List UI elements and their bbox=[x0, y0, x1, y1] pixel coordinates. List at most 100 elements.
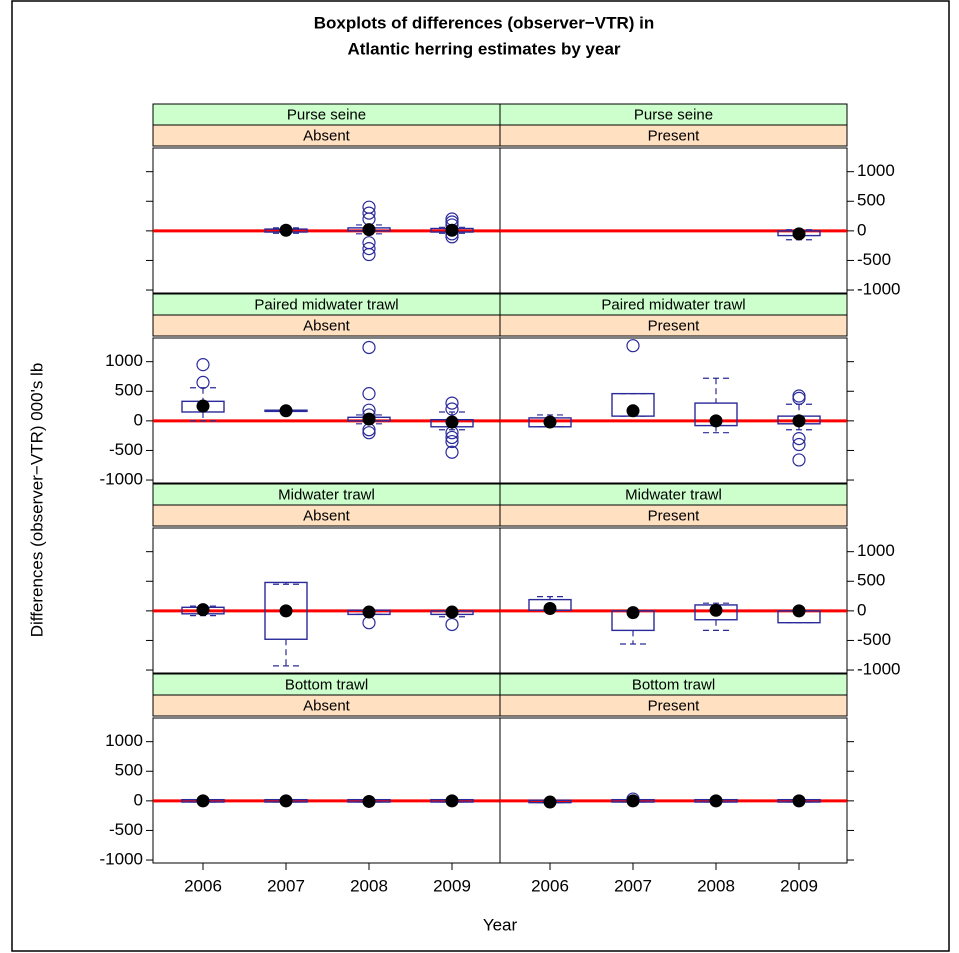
outlier bbox=[792, 432, 806, 446]
y-tick-label: 0 bbox=[857, 600, 866, 619]
strip-label: Absent bbox=[303, 507, 351, 524]
y-tick-label: -500 bbox=[857, 250, 891, 269]
x-tick-label: 2009 bbox=[433, 876, 471, 895]
median bbox=[709, 603, 723, 617]
box bbox=[264, 581, 308, 640]
strip-label: Present bbox=[648, 697, 701, 714]
strip-label: Midwater trawl bbox=[625, 486, 722, 503]
median bbox=[279, 223, 293, 237]
median bbox=[543, 415, 557, 429]
y-tick-label: -500 bbox=[109, 820, 143, 839]
x-tick-label: 2008 bbox=[350, 876, 388, 895]
x-tick-label: 2006 bbox=[184, 876, 222, 895]
median bbox=[543, 601, 557, 615]
strip-label: Present bbox=[648, 507, 701, 524]
outlier bbox=[445, 402, 459, 416]
y-tick-label: 500 bbox=[857, 571, 885, 590]
outlier bbox=[196, 375, 210, 389]
median bbox=[362, 794, 376, 808]
panel bbox=[499, 527, 848, 674]
y-tick-label: 1000 bbox=[105, 351, 143, 370]
y-axis-label: Differences (observer−VTR) 000's lb bbox=[27, 363, 46, 638]
y-tick-label: -1000 bbox=[857, 660, 900, 679]
outlier bbox=[792, 391, 806, 405]
outlier bbox=[792, 437, 806, 452]
median bbox=[445, 605, 459, 619]
x-tick-label: 2006 bbox=[531, 876, 569, 895]
median bbox=[445, 415, 459, 429]
y-tick-label: 500 bbox=[857, 191, 885, 210]
x-tick-label: 2007 bbox=[267, 876, 305, 895]
outlier bbox=[445, 434, 459, 449]
strip bbox=[499, 124, 848, 147]
outlier bbox=[445, 445, 459, 459]
outlier bbox=[362, 206, 376, 220]
strip-label: Present bbox=[648, 127, 701, 144]
strip-label: Present bbox=[648, 317, 701, 334]
y-tick-label: 1000 bbox=[857, 161, 895, 180]
chart-title: Atlantic herring estimates by year bbox=[347, 39, 620, 58]
median bbox=[196, 399, 210, 413]
median bbox=[792, 414, 806, 428]
strip-label: Bottom trawl bbox=[632, 676, 715, 693]
median bbox=[279, 794, 293, 808]
y-tick-label: 0 bbox=[134, 790, 143, 809]
median bbox=[445, 223, 459, 237]
outlier bbox=[445, 396, 459, 410]
median bbox=[626, 794, 640, 808]
outlier bbox=[792, 453, 806, 467]
strip-label: Absent bbox=[303, 697, 351, 714]
outlier bbox=[362, 426, 376, 440]
chart-title: Boxplots of differences (observer−VTR) i… bbox=[314, 13, 655, 32]
strip-label: Absent bbox=[303, 317, 351, 334]
outlier bbox=[445, 617, 459, 632]
median bbox=[543, 795, 557, 809]
strip bbox=[499, 504, 848, 527]
y-tick-label: 0 bbox=[134, 410, 143, 429]
median bbox=[362, 412, 376, 426]
median bbox=[626, 404, 640, 418]
strip-label: Midwater trawl bbox=[278, 486, 375, 503]
median bbox=[626, 606, 640, 620]
outlier bbox=[362, 247, 376, 262]
strip-label: Bottom trawl bbox=[285, 676, 368, 693]
panel bbox=[499, 337, 848, 484]
outlier bbox=[362, 242, 376, 256]
outlier bbox=[362, 387, 376, 401]
y-tick-label: 500 bbox=[115, 381, 143, 400]
strip-label: Absent bbox=[303, 127, 351, 144]
x-tick-label: 2009 bbox=[780, 876, 818, 895]
strip-label: Paired midwater trawl bbox=[601, 296, 745, 313]
outlier bbox=[196, 358, 210, 372]
median bbox=[196, 794, 210, 808]
panel bbox=[499, 717, 848, 864]
median bbox=[279, 604, 293, 618]
median bbox=[709, 414, 723, 428]
y-tick-label: -1000 bbox=[857, 280, 900, 299]
median bbox=[196, 603, 210, 617]
y-tick-label: 1000 bbox=[105, 731, 143, 750]
y-tick-label: 500 bbox=[115, 761, 143, 780]
strip-label: Purse seine bbox=[634, 106, 713, 123]
x-tick-label: 2007 bbox=[614, 876, 652, 895]
median bbox=[445, 794, 459, 808]
median bbox=[792, 604, 806, 618]
median bbox=[792, 227, 806, 241]
median bbox=[709, 794, 723, 808]
median bbox=[362, 223, 376, 237]
outlier bbox=[362, 340, 376, 355]
outlier bbox=[445, 430, 459, 445]
panel bbox=[499, 147, 848, 294]
outlier bbox=[626, 339, 640, 353]
x-axis-label: Year bbox=[483, 915, 518, 934]
y-tick-label: -1000 bbox=[100, 470, 143, 489]
median bbox=[279, 404, 293, 418]
panel bbox=[152, 717, 501, 864]
panel bbox=[152, 527, 501, 674]
y-tick-label: 1000 bbox=[857, 541, 895, 560]
y-tick-label: -500 bbox=[857, 630, 891, 649]
strip bbox=[499, 694, 848, 717]
y-tick-label: 0 bbox=[857, 220, 866, 239]
